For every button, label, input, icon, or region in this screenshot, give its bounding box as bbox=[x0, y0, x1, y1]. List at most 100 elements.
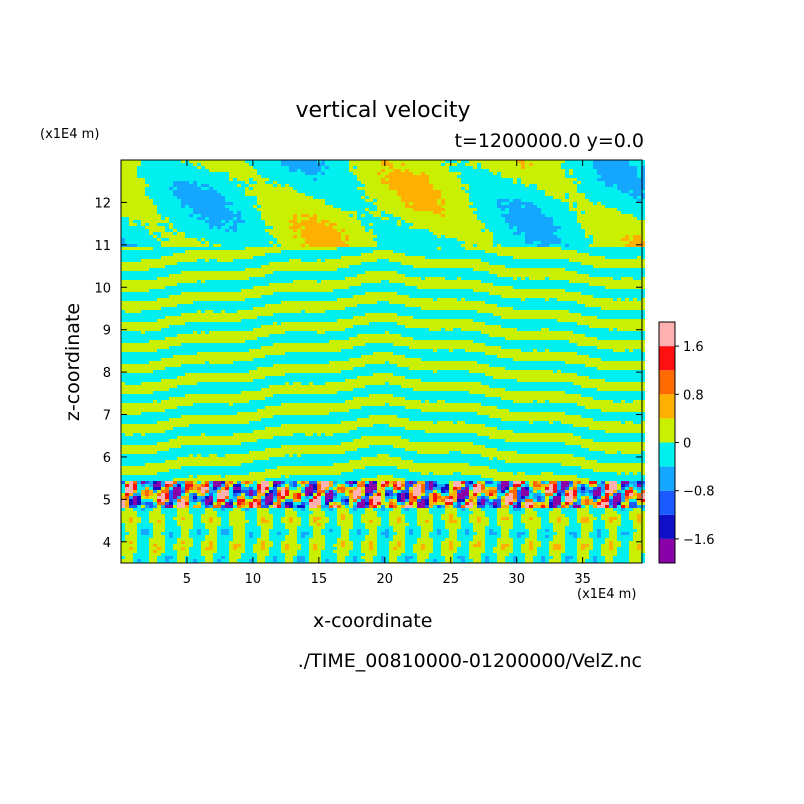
field-cell bbox=[565, 268, 645, 271]
field-cell bbox=[501, 208, 505, 211]
field-cell bbox=[417, 514, 433, 517]
field-cell bbox=[605, 481, 609, 484]
field-cell bbox=[617, 298, 621, 301]
field-cell bbox=[477, 208, 501, 211]
field-cell bbox=[261, 214, 293, 217]
field-cell bbox=[349, 430, 425, 433]
field-cell bbox=[525, 481, 529, 484]
field-cell bbox=[281, 544, 285, 547]
field-cell bbox=[249, 370, 341, 373]
field-cell bbox=[253, 307, 345, 310]
field-cell bbox=[541, 208, 569, 211]
field-cell bbox=[641, 277, 645, 280]
field-cell bbox=[149, 289, 241, 292]
field-cell bbox=[525, 511, 537, 514]
field-cell bbox=[329, 520, 337, 523]
field-cell bbox=[125, 490, 133, 493]
field-cell bbox=[201, 520, 209, 523]
field-cell bbox=[121, 511, 137, 514]
field-cell bbox=[245, 160, 281, 163]
field-cell bbox=[561, 493, 565, 496]
field-cell bbox=[637, 499, 641, 502]
field-cell bbox=[433, 505, 437, 508]
field-cell bbox=[449, 169, 489, 172]
field-cell bbox=[489, 493, 493, 496]
field-cell bbox=[501, 325, 589, 328]
field-cell bbox=[473, 202, 497, 205]
field-cell bbox=[445, 235, 493, 238]
field-cell bbox=[393, 169, 401, 172]
field-cell bbox=[453, 472, 461, 475]
field-cell bbox=[489, 529, 493, 532]
field-cell bbox=[429, 556, 445, 559]
field-cell bbox=[385, 487, 393, 490]
field-cell bbox=[289, 544, 301, 547]
field-cell bbox=[609, 496, 613, 499]
field-cell bbox=[365, 343, 393, 346]
field-cell bbox=[145, 331, 193, 334]
field-cell bbox=[369, 505, 373, 508]
field-cell bbox=[421, 529, 433, 532]
field-cell bbox=[169, 223, 173, 226]
field-cell bbox=[469, 556, 481, 559]
field-cell bbox=[141, 382, 197, 385]
field-cell bbox=[485, 535, 501, 538]
field-cell bbox=[413, 529, 421, 532]
field-cell bbox=[277, 241, 305, 244]
field-cell bbox=[321, 553, 337, 556]
field-cell bbox=[137, 514, 149, 517]
field-cell bbox=[441, 193, 469, 196]
field-cell bbox=[145, 496, 149, 499]
field-cell bbox=[469, 205, 497, 208]
field-cell bbox=[465, 298, 521, 301]
field-cell bbox=[333, 499, 341, 502]
field-cell bbox=[177, 229, 225, 232]
field-cell bbox=[137, 523, 153, 526]
field-cell bbox=[345, 487, 349, 490]
field-cell bbox=[437, 493, 441, 496]
field-cell bbox=[137, 529, 141, 532]
field-cell bbox=[293, 187, 357, 190]
field-cell bbox=[137, 547, 149, 550]
field-cell bbox=[365, 193, 397, 196]
field-cell bbox=[481, 559, 485, 562]
y-tick-label: 5 bbox=[103, 493, 111, 508]
field-cell bbox=[165, 367, 257, 370]
field-cell bbox=[629, 160, 645, 163]
field-cell bbox=[297, 550, 309, 553]
field-cell bbox=[501, 214, 545, 217]
field-cell bbox=[377, 550, 389, 553]
field-cell bbox=[253, 481, 257, 484]
field-cell bbox=[197, 331, 201, 334]
field-cell bbox=[569, 490, 573, 493]
field-cell bbox=[381, 496, 385, 499]
field-cell bbox=[381, 214, 393, 217]
field-cell bbox=[505, 217, 553, 220]
field-cell bbox=[493, 244, 497, 247]
field-cell bbox=[149, 529, 153, 532]
field-cell bbox=[341, 421, 433, 424]
field-cell bbox=[305, 502, 309, 505]
field-cell bbox=[137, 511, 149, 514]
field-cell bbox=[289, 532, 297, 535]
field-cell bbox=[293, 223, 325, 226]
field-cell bbox=[397, 220, 401, 223]
field-cell bbox=[381, 502, 389, 505]
field-cell bbox=[233, 496, 237, 499]
field-cell bbox=[153, 505, 157, 508]
field-cell bbox=[493, 502, 497, 505]
field-cell bbox=[557, 319, 645, 322]
field-cell bbox=[417, 556, 429, 559]
field-cell bbox=[469, 463, 561, 466]
field-cell bbox=[589, 511, 605, 514]
field-cell bbox=[273, 505, 277, 508]
field-cell bbox=[437, 370, 469, 373]
field-cell bbox=[157, 208, 193, 211]
field-cell bbox=[245, 541, 257, 544]
field-cell bbox=[217, 550, 229, 553]
field-cell bbox=[245, 187, 249, 190]
field-cell bbox=[517, 493, 521, 496]
field-cell bbox=[637, 496, 641, 499]
field-cell bbox=[425, 559, 433, 562]
field-cell bbox=[173, 517, 181, 520]
